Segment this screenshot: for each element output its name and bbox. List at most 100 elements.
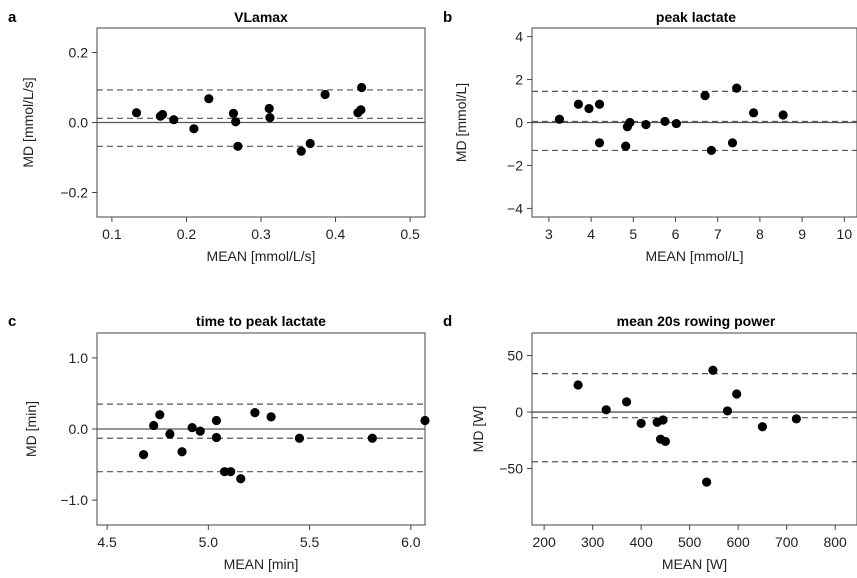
data-point [357,82,367,93]
data-point [706,145,716,156]
x-axis-label: MEAN [W] [662,556,727,572]
panel-d: 200 300 400 500 600 700 800 −50 0 50 mean 20s rowi… [443,313,857,572]
chart-title: time to peak lactate [196,313,326,329]
data-point [204,94,214,104]
data-point [757,422,768,432]
data-point [177,447,187,457]
data-point [236,474,246,484]
y-tick-label: 0.2 [69,45,89,61]
data-point [732,83,742,93]
chart-title: peak lactate [656,9,736,25]
x-tick-label: 4.5 [97,534,117,550]
x-tick-label: 300 [581,534,605,550]
x-tick-label: 5.5 [300,534,320,550]
data-point [187,422,197,433]
data-point [294,433,305,443]
data-point [708,365,718,375]
y-tick-label: −50 [499,461,523,477]
y-tick-label: 1.0 [69,350,89,366]
panel-letter: b [443,9,452,26]
y-tick-label: −0.2 [60,185,88,201]
data-point [211,415,222,426]
data-point [700,91,710,101]
panel-a: 0.1 0.2 0.3 0.4 0.5 −0.2 0.0 0.2 VLamax a MEAN [mm… [8,9,426,264]
x-tick-label: 5 [629,226,637,242]
x-tick-label: 0.5 [400,226,420,242]
data-point [320,89,330,100]
data-point [226,467,236,477]
x-axis-label: MEAN [mmol/L/s] [207,248,316,264]
data-point [601,405,611,415]
data-point [231,117,241,127]
data-point [165,429,175,439]
data-point [554,114,565,124]
chart-title: mean 20s rowing power [617,313,776,329]
chart-title: VLamax [234,9,288,25]
data-point [138,450,149,460]
data-point [573,99,584,109]
data-point [641,120,651,130]
data-point [778,110,788,120]
y-tick-label: 0 [515,404,523,420]
data-point [727,138,738,148]
panel-b: 3 4 5 6 7 8 9 10 −4 −2 0 2 4 peak lactate b MEAN [mmol/… [443,9,857,264]
data-point [658,415,668,425]
data-point [266,412,276,422]
data-point [158,109,168,120]
x-axis-label: MEAN [min] [224,556,299,572]
y-axis-label: MD [mmol/L/s] [20,77,36,167]
data-point [594,99,605,109]
y-axis-label: MD [min] [23,401,39,457]
x-tick-label: 10 [837,226,853,242]
x-tick-label: 400 [629,534,653,550]
plot-frame [531,332,857,526]
x-tick-label: 6 [672,226,680,242]
data-point [732,389,742,399]
x-tick-label: 600 [726,534,750,550]
data-point [748,108,759,118]
data-point [594,138,605,148]
x-tick-label: 8 [756,226,764,242]
data-point [265,113,275,123]
y-axis-label: MD [mmol/L] [453,83,469,162]
data-point [625,117,635,128]
x-tick-label: 7 [714,226,722,242]
y-tick-label: 0.0 [69,115,89,131]
data-point [264,103,274,114]
data-point [149,420,159,431]
data-point [722,406,733,416]
y-axis-label: MD [W] [470,406,486,453]
data-point [660,116,670,127]
data-point [573,380,583,390]
y-tick-label: 50 [507,348,523,364]
y-tick-label: 2 [515,72,523,88]
y-tick-label: −2 [507,157,523,173]
data-point [420,415,430,426]
x-tick-label: 700 [775,534,799,550]
y-tick-label: 0 [515,115,523,131]
y-tick-label: −1.0 [60,492,88,508]
data-point [621,141,631,151]
panel-letter: c [8,313,16,330]
x-tick-label: 0.3 [251,226,271,242]
data-point [621,397,632,407]
y-tick-label: 0.0 [69,421,89,437]
x-tick-label: 500 [678,534,702,550]
x-tick-label: 5.0 [199,534,219,550]
data-point [169,115,179,125]
data-point [233,141,243,151]
data-point [671,118,681,129]
panel-letter: d [443,313,452,330]
data-point [155,410,165,420]
data-point [791,414,801,424]
panel-letter: a [8,9,17,26]
x-tick-label: 0.4 [326,226,346,242]
data-point [356,105,366,115]
x-axis-label: MEAN [mmol/L] [645,248,743,264]
x-tick-label: 200 [532,534,556,550]
x-tick-label: 9 [798,226,806,242]
data-point [660,436,670,447]
data-point [305,138,315,149]
data-point [636,418,646,428]
